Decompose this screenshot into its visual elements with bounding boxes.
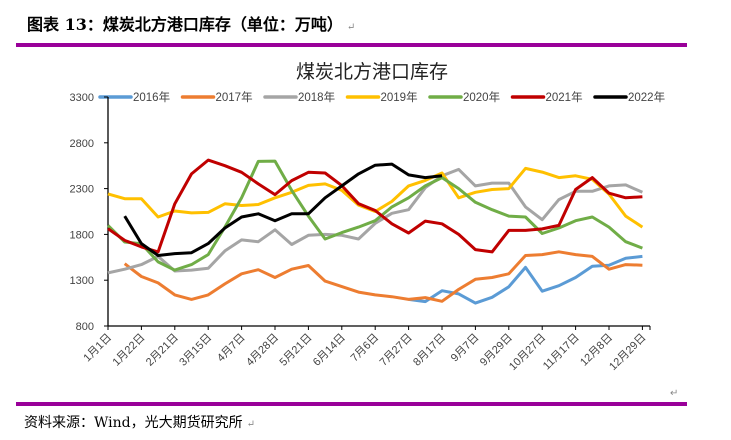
legend-label: 2021年 — [546, 90, 583, 104]
series-line-2021年 — [107, 158, 643, 254]
source-note: 资料来源：Wind，光大期货研究所 ↵ — [24, 412, 255, 432]
legend-label: 2022年 — [628, 90, 665, 104]
legend-label: 2016年 — [133, 90, 170, 104]
paragraph-mark-icon: ↵ — [670, 388, 679, 399]
figure-title: 图表 13：煤炭北方港口库存（单位：万吨） ↵ — [27, 11, 355, 35]
series-line-2020年 — [106, 159, 643, 272]
paragraph-mark-icon: ↵ — [346, 22, 356, 33]
x-tick-label: 1月22日 — [110, 332, 147, 369]
y-tick-label: 1300 — [70, 275, 94, 287]
x-tick-label: 2月21日 — [144, 332, 181, 369]
x-tick-label: 10月27日 — [507, 332, 548, 373]
figure-title-text: 图表 13：煤炭北方港口库存（单位：万吨） — [27, 15, 343, 34]
series-line-2018年 — [107, 167, 644, 275]
x-tick-label: 4月28日 — [244, 332, 281, 369]
series-line-2016年 — [408, 254, 643, 305]
x-tick-label: 12月29日 — [607, 332, 648, 373]
x-tick-label: 6月14日 — [311, 332, 348, 369]
y-tick-label: 800 — [76, 321, 94, 333]
legend-label: 2017年 — [216, 90, 253, 104]
x-tick-label: 7月6日 — [349, 332, 382, 365]
x-tick-label: 3月15日 — [177, 332, 214, 369]
x-tick-label: 4月7日 — [215, 332, 248, 365]
legend-label: 2020年 — [463, 90, 500, 104]
x-tick-label: 1月1日 — [81, 332, 114, 365]
legend-label: 2019年 — [381, 90, 418, 104]
paragraph-mark-icon: ↵ — [246, 419, 255, 430]
x-tick-label: 5月21日 — [277, 332, 314, 369]
source-text: 资料来源：Wind，光大期货研究所 — [24, 415, 243, 431]
x-tick-label: 11月17日 — [541, 332, 582, 373]
y-tick-label: 3300 — [70, 92, 94, 104]
series-lines — [106, 158, 644, 305]
legend: 3300 2016年 2017年 2018年 2019年 2020年 2021年 2022年 — [70, 90, 666, 104]
chart-title: 煤炭北方港口库存 — [296, 61, 448, 83]
series-line-2022年 — [123, 162, 443, 257]
y-tick-label: 2300 — [70, 184, 94, 196]
y-tick-label: 1800 — [70, 229, 94, 241]
x-tick-label: 8月17日 — [411, 332, 448, 369]
x-tick-label: 9月7日 — [449, 332, 482, 365]
x-tick-label: 7月27日 — [378, 332, 415, 369]
top-divider — [16, 43, 687, 47]
y-tick-label: 2800 — [70, 138, 94, 150]
series-line-2017年 — [123, 250, 643, 303]
bottom-divider — [16, 402, 687, 406]
legend-label: 2018年 — [298, 90, 335, 104]
